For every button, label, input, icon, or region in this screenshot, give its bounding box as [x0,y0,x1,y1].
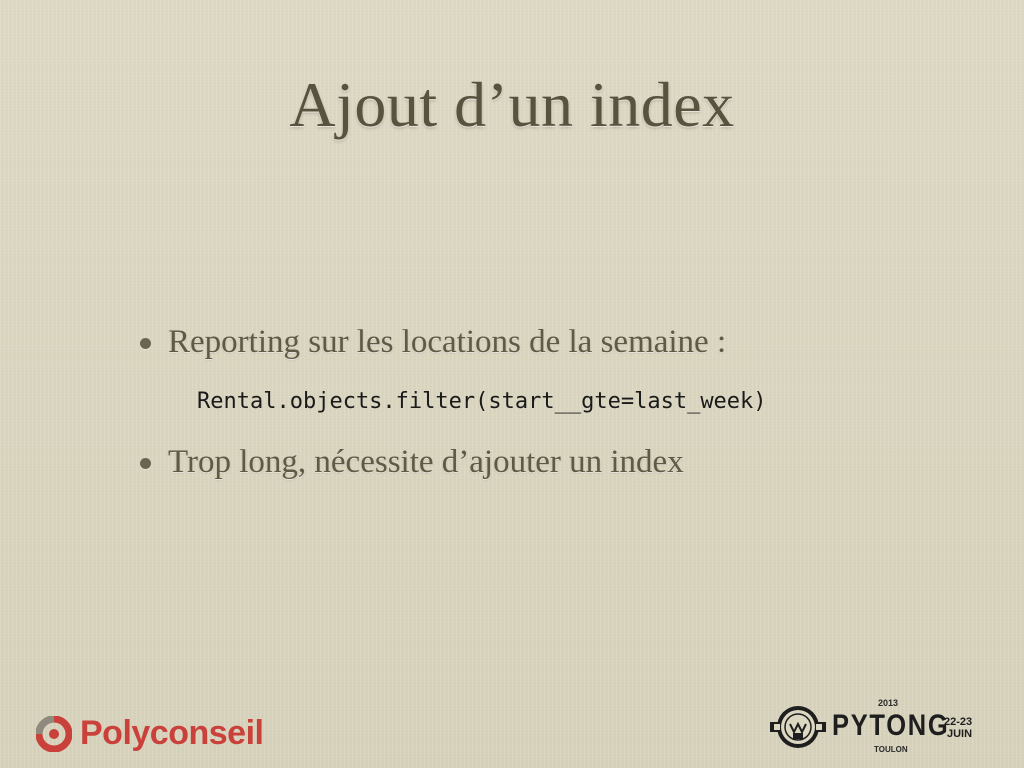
polyconseil-logo-icon [36,715,72,752]
polyconseil-logo: Polyconseil [36,714,264,753]
code-snippet: Rental.objects.filter(start__gte=last_we… [197,389,767,414]
bullet-icon [140,338,151,349]
pytong-dates-month: JUIN [947,728,973,740]
bullet-text: Reporting sur les locations de la semain… [168,324,727,360]
pytong-badge-icon [768,704,828,756]
pytong-dates: 22-23 JUIN [944,716,972,740]
pytong-name: PYTONG [832,709,950,742]
bullet-item: Trop long, nécessite d’ajouter un index [140,438,940,486]
pytong-year: 2013 [878,698,899,708]
pytong-city: TOULON [874,745,908,754]
slide-title: Ajout d’un index [289,69,735,140]
bullet-icon [140,458,151,469]
bullet-list: Reporting sur les locations de la semain… [140,318,940,486]
bullet-item: Reporting sur les locations de la semain… [140,318,940,366]
polyconseil-logo-text: Polyconseil [80,714,264,752]
bullet-text: Trop long, nécessite d’ajouter un index [168,444,684,480]
pytong-logo: 2013 PYTONG TOULON 22-23 JUIN [768,698,978,758]
pytong-dates-days: 22-23 [944,716,973,728]
